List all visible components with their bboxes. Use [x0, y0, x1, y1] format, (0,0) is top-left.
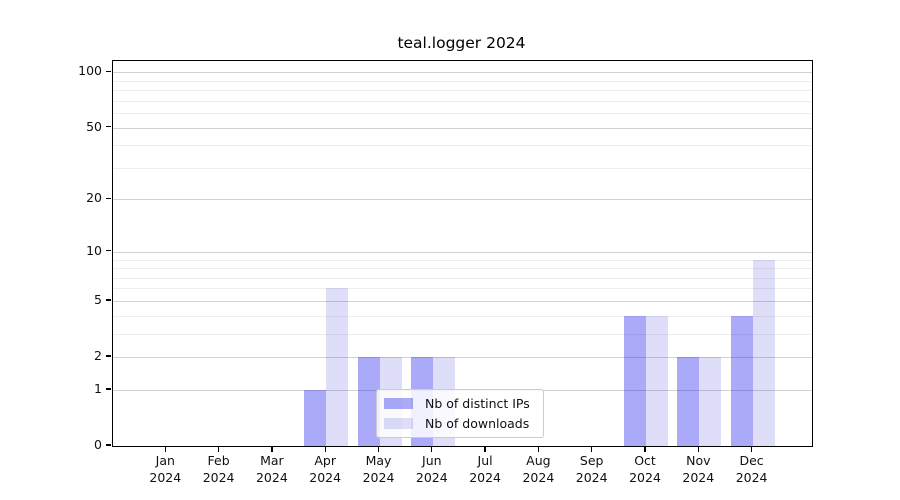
x-tick-mark: [217, 447, 220, 452]
gridline-major: [113, 199, 812, 201]
x-tick-label-nov: Nov 2024: [682, 453, 715, 485]
y-tick-mark: [106, 444, 111, 446]
gridline-minor: [113, 113, 812, 115]
gridline-major: [113, 357, 812, 359]
legend-swatch-distinct-ips: [384, 398, 413, 410]
x-tick-label-jun: Jun 2024: [415, 453, 448, 485]
gridline-minor: [113, 277, 812, 279]
x-tick-label-apr: Apr 2024: [309, 453, 342, 485]
gridline-minor: [113, 80, 812, 82]
x-tick-mark: [644, 447, 646, 452]
y-tick-label-5: 5: [94, 291, 102, 307]
gridline-major: [113, 251, 812, 253]
y-tick-label-1: 1: [94, 380, 102, 396]
y-tick-mark: [106, 70, 111, 72]
x-tick-label-may: May 2024: [362, 453, 395, 485]
y-tick-mark: [106, 299, 111, 301]
gridline-minor: [113, 333, 812, 335]
legend-label-downloads: Nb of downloads: [425, 415, 530, 431]
gridline-major: [113, 72, 812, 74]
legend-swatch-downloads: [384, 417, 413, 429]
bar-downloads-apr: [326, 288, 349, 446]
gridline-minor: [113, 288, 812, 290]
x-tick-mark: [271, 447, 273, 452]
bar-distinct-ips-dec: [730, 315, 753, 446]
legend: Nb of distinct IPs Nb of downloads: [376, 389, 544, 438]
y-tick-label-100: 100: [78, 63, 102, 79]
x-tick-mark: [431, 447, 433, 452]
x-tick-mark: [591, 447, 593, 452]
y-tick-mark: [106, 388, 111, 390]
gridline-major: [113, 300, 812, 302]
x-tick-mark: [697, 447, 699, 452]
y-tick-label-2: 2: [94, 348, 102, 364]
y-tick-label-0: 0: [94, 437, 102, 452]
bar-downloads-dec: [752, 259, 775, 446]
gridline-minor: [113, 315, 812, 317]
chart-title: teal.logger 2024: [397, 34, 526, 52]
x-tick-label-sep: Sep 2024: [575, 453, 608, 485]
gridline-minor: [113, 100, 812, 102]
x-tick-label-oct: Oct 2024: [629, 453, 661, 485]
x-tick-label-dec: Dec 2024: [735, 453, 768, 485]
y-tick-label-10: 10: [86, 242, 102, 258]
y-tick-mark: [106, 355, 111, 357]
x-tick-label-jul: Jul 2024: [469, 453, 501, 485]
legend-entry-distinct-ips: Nb of distinct IPs: [384, 396, 535, 411]
bar-distinct-ips-apr: [304, 389, 327, 446]
y-tick-mark: [106, 197, 111, 200]
y-tick-label-20: 20: [86, 190, 102, 206]
y-tick-label-50: 50: [86, 118, 102, 134]
plot-area: [112, 60, 813, 447]
x-tick-mark: [484, 447, 486, 452]
gridline-minor: [113, 167, 812, 169]
x-tick-mark: [164, 447, 166, 452]
gridline-minor: [113, 90, 812, 92]
legend-label-distinct-ips: Nb of distinct IPs: [425, 396, 530, 412]
x-tick-label-feb: Feb 2024: [202, 453, 235, 485]
x-tick-label-mar: Mar 2024: [255, 453, 288, 485]
x-tick-mark: [324, 447, 326, 452]
x-tick-label-jan: Jan 2024: [149, 453, 182, 485]
gridline-major: [113, 127, 812, 129]
bar-downloads-nov: [699, 357, 722, 446]
legend-entry-downloads: Nb of downloads: [384, 416, 535, 431]
bar-distinct-ips-nov: [677, 357, 700, 446]
bar-downloads-oct: [646, 315, 668, 446]
x-tick-label-aug: Aug 2024: [522, 453, 555, 485]
gridline-minor: [113, 145, 812, 147]
x-tick-mark: [377, 447, 380, 452]
bar-distinct-ips-may: [357, 357, 380, 446]
bar-distinct-ips-oct: [624, 315, 646, 446]
x-tick-mark: [750, 447, 753, 452]
y-tick-mark: [106, 250, 111, 252]
x-tick-mark: [537, 447, 540, 452]
y-tick-mark: [106, 125, 111, 128]
gridline-minor: [113, 268, 812, 270]
gridline-minor: [113, 259, 812, 261]
